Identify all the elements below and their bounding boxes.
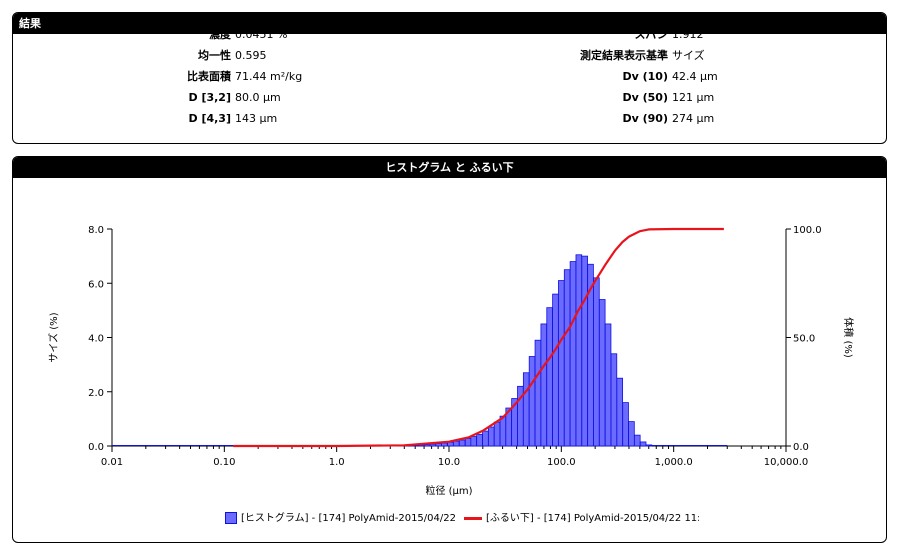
histogram-bar	[569, 261, 577, 447]
results-panel: 結果 濃度 0.0451 % 均一性 0.595 比表面積 71.44 m²/kg D [3…	[12, 12, 887, 144]
x-tick-label: 10.0	[438, 457, 460, 468]
y-tick-label: 2.0	[88, 388, 104, 399]
histogram-bar	[476, 433, 483, 447]
result-row-right: Dv (90) 274 μm	[13, 112, 886, 126]
result-row-left: 濃度 0.0451 %	[13, 28, 886, 42]
result-value: サイズ	[672, 49, 705, 62]
result-value: 0.595	[235, 49, 267, 62]
x-tick-label: 10,000.0	[764, 457, 809, 468]
histogram-bar	[441, 442, 448, 447]
y2-axis-label: 体積 (%)	[842, 317, 855, 358]
y-tick-label: 4.0	[88, 334, 104, 345]
histogram-bar	[598, 299, 606, 447]
x-tick-label: 1,000.0	[655, 457, 693, 468]
histogram-bar	[522, 372, 530, 447]
histogram-bar	[604, 323, 612, 447]
result-row-left: D [4,3] 143 μm	[13, 112, 886, 126]
histogram-bar	[563, 269, 571, 447]
histogram-bar	[575, 254, 583, 447]
histogram-bar	[528, 356, 536, 447]
result-value: 80.0 μm	[235, 91, 281, 104]
result-label: 均一性	[198, 49, 231, 62]
histogram-title: ヒストグラム と ふるい下	[13, 157, 886, 178]
result-value: 71.44 m²/kg	[235, 70, 303, 83]
y2-tick-label: 0.0	[793, 442, 809, 453]
histogram-bar	[558, 280, 565, 447]
histogram-bar	[622, 402, 629, 447]
x-tick-label: 0.10	[213, 457, 235, 468]
histogram-bar	[493, 421, 501, 447]
x-tick-label: 0.01	[101, 457, 123, 468]
chart-legend: [ヒストグラム] - [174] PolyAmid-2015/04/22 [ふるい…	[225, 512, 699, 526]
x-axis-label: 粒径 (μm)	[425, 484, 472, 497]
result-label: Dv (10)	[622, 70, 669, 83]
histogram-bar	[628, 421, 635, 447]
result-label: Dv (90)	[622, 112, 669, 125]
result-label: 濃度	[209, 28, 231, 41]
histogram-bar	[552, 293, 559, 447]
y-tick-label: 0.0	[88, 442, 104, 453]
histogram-bar	[639, 441, 647, 447]
histogram-bar	[458, 439, 466, 447]
histogram-bar	[429, 443, 437, 447]
results-title: 結果	[13, 13, 886, 34]
legend-line-swatch	[463, 516, 482, 520]
result-label: 測定結果表示基準	[580, 49, 668, 62]
legend-bar-swatch	[225, 512, 237, 524]
histogram-bar	[488, 426, 495, 447]
histogram-bar	[423, 444, 431, 447]
histogram-bar	[593, 277, 600, 447]
x-tick-label: 1.0	[329, 457, 345, 468]
y-tick-label: 8.0	[88, 225, 104, 236]
result-row-right: Dv (10) 42.4 μm	[13, 70, 886, 84]
histogram-bar	[546, 307, 553, 447]
result-value: 42.4 μm	[672, 70, 718, 83]
cumulative-line	[233, 227, 724, 448]
result-value: 0.0451 %	[235, 28, 288, 41]
result-row-right: スパン 1.912	[13, 28, 886, 42]
result-row-left: 均一性 0.595	[13, 49, 886, 63]
result-row-right: 測定結果表示基準 サイズ	[13, 49, 886, 63]
result-value: 1.912	[672, 28, 704, 41]
histogram-bar	[634, 434, 641, 447]
result-value: 143 μm	[235, 112, 278, 125]
result-label: 比表面積	[187, 70, 231, 83]
legend-bar-label: [ヒストグラム] - [174] PolyAmid-2015/04/22	[241, 513, 456, 524]
histogram-bar	[534, 339, 542, 447]
result-row-left: D [3,2] 80.0 μm	[13, 91, 886, 105]
x-tick-label: 100.0	[547, 457, 576, 468]
legend-line-label: [ふるい下] - [174] PolyAmid-2015/04/22 11:5	[485, 513, 699, 524]
result-row-right: Dv (50) 121 μm	[13, 91, 886, 105]
histogram-bar	[464, 438, 472, 447]
result-label: スパン	[634, 28, 668, 41]
result-value: 121 μm	[672, 91, 715, 104]
chart-area: 0.01 0.10 1.0 10.0 100.0 1,000.0 10,000.0 0.0 2.…	[47, 225, 855, 497]
histogram-bar	[499, 415, 507, 447]
histogram-bar	[452, 440, 460, 447]
histogram-bar	[540, 323, 548, 447]
y-tick-label: 6.0	[88, 279, 104, 290]
histogram-bar	[616, 377, 624, 447]
histogram-bar	[435, 443, 442, 447]
y-axis-label: サイズ (%)	[47, 312, 60, 362]
result-row-left: 比表面積 71.44 m²/kg	[13, 70, 886, 84]
histogram-panel: ヒストグラム と ふるい下 0.01 0.10 1.0 10.0 100.0 1,000.…	[12, 156, 887, 543]
result-value: 274 μm	[672, 112, 715, 125]
result-label: D [4,3]	[188, 112, 231, 125]
histogram-bar	[581, 255, 588, 447]
y2-tick-label: 50.0	[793, 334, 815, 345]
result-label: D [3,2]	[188, 91, 231, 104]
result-label: Dv (50)	[622, 91, 669, 104]
histogram-bar	[482, 430, 489, 447]
y2-tick-label: 100.0	[793, 225, 822, 236]
histogram-bar	[470, 436, 477, 447]
histogram-bar	[610, 353, 618, 447]
